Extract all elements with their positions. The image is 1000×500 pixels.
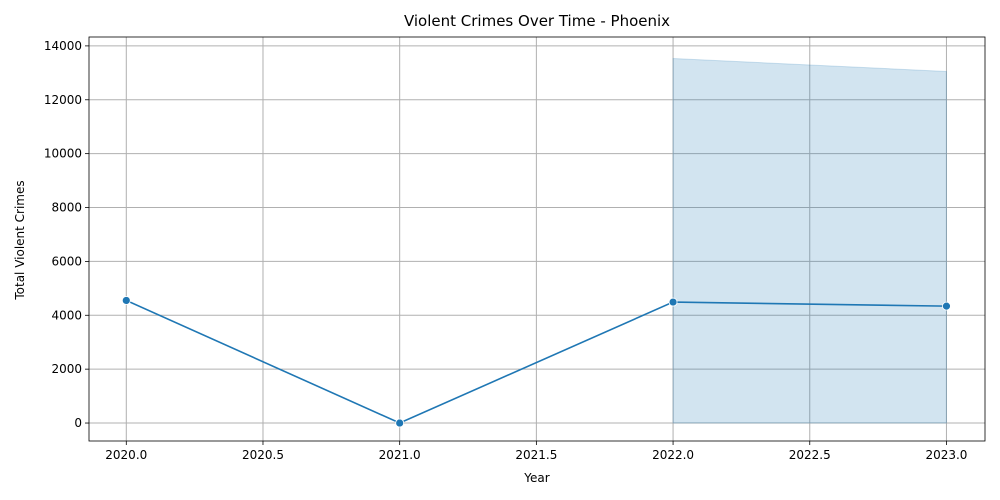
- y-tick-label: 2000: [51, 362, 82, 376]
- y-axis-ticks: 0 2000 4000 6000 8000 10000 12000 14000: [44, 39, 89, 430]
- x-axis-label: Year: [523, 471, 549, 485]
- y-tick-label: 0: [74, 416, 82, 430]
- grid-lines: [89, 37, 985, 441]
- y-tick-label: 4000: [51, 308, 82, 322]
- x-tick-label: 2021.0: [379, 448, 421, 462]
- x-tick-label: 2023.0: [925, 448, 967, 462]
- y-tick-label: 10000: [44, 147, 82, 161]
- confidence-band: [672, 58, 947, 424]
- x-tick-label: 2021.5: [515, 448, 557, 462]
- x-tick-label: 2022.5: [789, 448, 831, 462]
- y-tick-label: 14000: [44, 39, 82, 53]
- data-points-layer: [121, 296, 951, 428]
- chart-title: Violent Crimes Over Time - Phoenix: [404, 12, 670, 30]
- x-axis-ticks: 2020.0 2020.5 2021.0 2021.5 2022.0 2022.5 2023…: [105, 441, 967, 462]
- y-axis-label: Total Violent Crimes: [13, 180, 27, 300]
- x-tick-label: 2020.5: [242, 448, 284, 462]
- series-line: [125, 299, 947, 424]
- x-tick-label: 2020.0: [105, 448, 147, 462]
- y-tick-label: 6000: [51, 254, 82, 268]
- data-point: [942, 301, 951, 311]
- plot-area-frame: [88, 36, 986, 442]
- x-tick-label: 2022.0: [652, 448, 694, 462]
- series-line-layer: [125, 299, 947, 424]
- data-point: [395, 418, 405, 428]
- data-point: [121, 296, 131, 305]
- confidence-band-layer: [672, 58, 947, 424]
- y-tick-label: 12000: [44, 93, 82, 107]
- data-point: [668, 297, 678, 307]
- y-tick-label: 8000: [51, 201, 82, 215]
